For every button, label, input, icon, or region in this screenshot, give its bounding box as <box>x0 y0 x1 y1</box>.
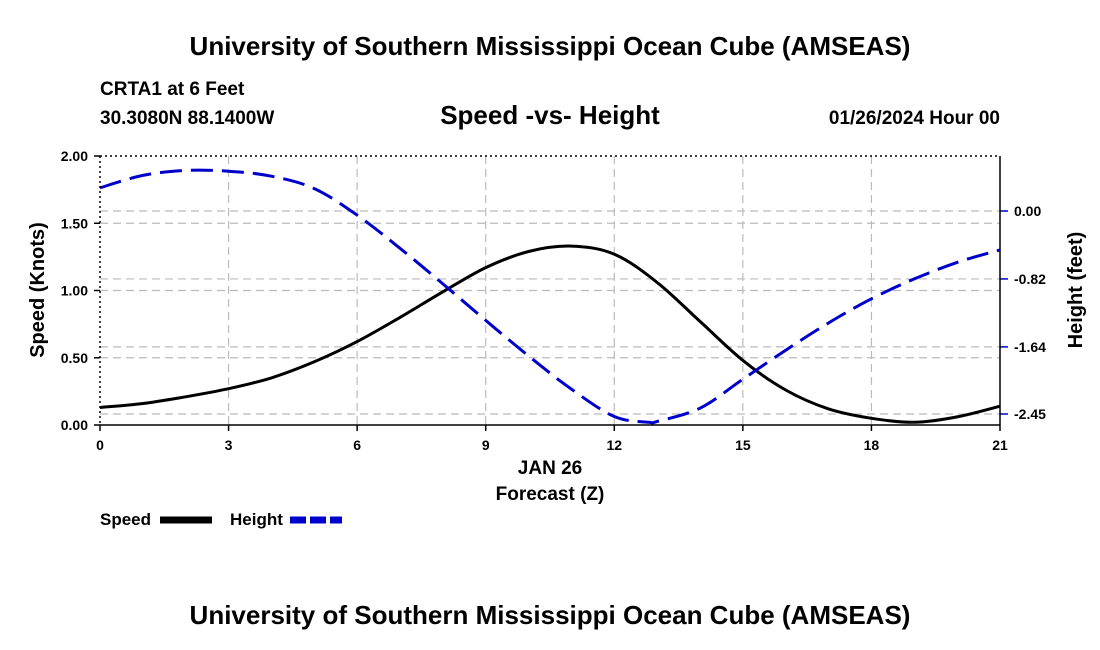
x-tick-label: 18 <box>864 437 880 453</box>
y-right-tick-label: -1.64 <box>1014 339 1046 355</box>
grid-lines <box>100 156 1000 425</box>
chart-title: Speed -vs- Height <box>440 100 660 130</box>
x-tick-label: 15 <box>735 437 751 453</box>
y-right-tick-label: 0.00 <box>1014 203 1041 219</box>
coordinates-label: 30.3080N 88.1400W <box>100 108 274 129</box>
data-series <box>99 168 1001 425</box>
x-tick-label: 0 <box>96 437 104 453</box>
bottom-title: University of Southern Mississippi Ocean… <box>190 600 911 630</box>
x-tick-label: 3 <box>225 437 233 453</box>
tick-labels: 0 3 6 9 12 15 18 21 0.00 0.50 1.00 1.50 2.00 -2.45 -1.… <box>61 148 1046 453</box>
y-left-tick-label: 1.00 <box>61 283 88 299</box>
top-title: University of Southern Mississippi Ocean… <box>190 31 911 61</box>
axes <box>94 155 1008 431</box>
x-tick-label: 21 <box>992 437 1008 453</box>
y-left-tick-label: 0.50 <box>61 350 88 366</box>
y-right-tick-label: -0.82 <box>1014 271 1046 287</box>
x-tick-label: 6 <box>353 437 361 453</box>
legend-height-label: Height <box>230 510 283 529</box>
series-line-height <box>99 168 1001 425</box>
y-right-tick-label: -2.45 <box>1014 406 1046 422</box>
series-line-speed <box>99 244 1001 424</box>
y-axis-left-label: Speed (Knots) <box>27 222 49 358</box>
y-left-tick-label: 2.00 <box>61 148 88 164</box>
x-axis-date-label: JAN 26 <box>518 458 582 479</box>
x-tick-label: 12 <box>606 437 622 453</box>
y-left-tick-label: 0.00 <box>61 417 88 433</box>
x-axis-label: Forecast (Z) <box>496 484 605 505</box>
y-axis-right-label: Height (feet) <box>1065 232 1087 349</box>
legend: Speed Height <box>100 510 342 529</box>
x-tick-label: 9 <box>482 437 490 453</box>
station-label: CRTA1 at 6 Feet <box>100 79 245 100</box>
legend-speed-label: Speed <box>100 510 151 529</box>
y-left-tick-label: 1.50 <box>61 215 88 231</box>
datetime-label: 01/26/2024 Hour 00 <box>829 108 1000 129</box>
